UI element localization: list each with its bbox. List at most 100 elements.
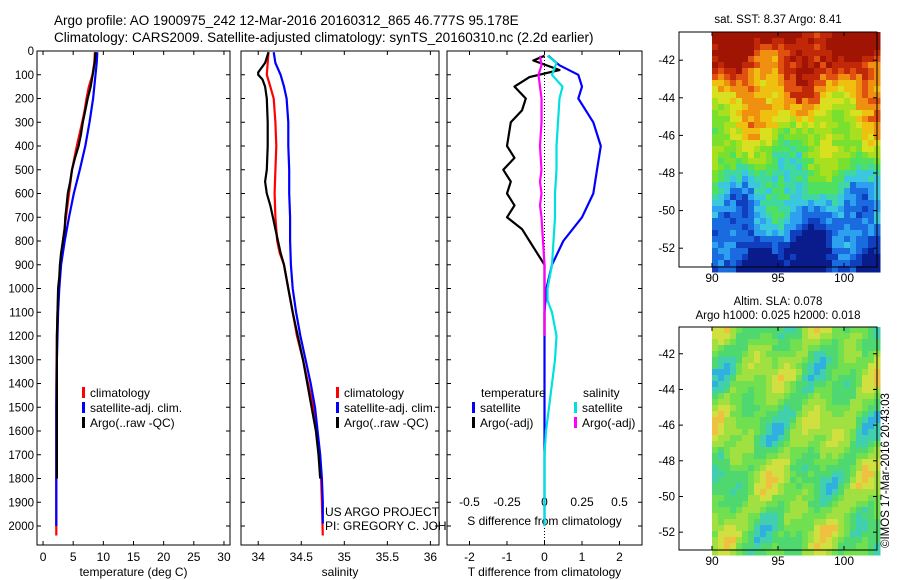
map-cell bbox=[772, 182, 779, 189]
map-cell bbox=[778, 50, 785, 57]
map-cell bbox=[832, 260, 839, 267]
map-cell bbox=[796, 152, 803, 159]
map-cell bbox=[712, 363, 719, 370]
map-cell bbox=[790, 146, 797, 153]
map-cell bbox=[856, 182, 863, 189]
map-cell bbox=[802, 32, 809, 39]
map-cell bbox=[802, 146, 809, 153]
map-cell bbox=[748, 453, 755, 460]
map-cell bbox=[832, 345, 839, 352]
map-cell bbox=[838, 459, 845, 466]
map-cell bbox=[826, 429, 833, 436]
x-tick-label: 35.5 bbox=[376, 550, 400, 564]
map-cell bbox=[868, 363, 875, 370]
map-cell bbox=[844, 375, 851, 382]
map-cell bbox=[868, 236, 875, 243]
map-cell bbox=[826, 140, 833, 147]
map-cell bbox=[724, 38, 731, 45]
map-cell bbox=[742, 260, 749, 267]
map-cell bbox=[826, 399, 833, 406]
map-cell bbox=[838, 387, 845, 394]
map-cell bbox=[778, 56, 785, 63]
map-cell bbox=[766, 441, 773, 448]
map-cell bbox=[820, 134, 827, 141]
map-cell bbox=[832, 188, 839, 195]
map-cell bbox=[814, 80, 821, 87]
map-cell bbox=[766, 152, 773, 159]
map-cell bbox=[850, 152, 857, 159]
map-cell bbox=[742, 513, 749, 520]
map-cell bbox=[784, 116, 791, 123]
map-cell bbox=[730, 86, 737, 93]
map-cell bbox=[712, 501, 719, 508]
map-cell bbox=[838, 242, 845, 249]
map-cell bbox=[778, 495, 785, 502]
map-cell bbox=[844, 248, 851, 255]
map-cell bbox=[784, 429, 791, 436]
map-cell bbox=[778, 230, 785, 237]
map-cell bbox=[802, 248, 809, 255]
y-tick-label: 800 bbox=[15, 236, 34, 248]
map-cell bbox=[802, 447, 809, 454]
map-cell bbox=[802, 212, 809, 219]
map-cell bbox=[796, 519, 803, 526]
map-cell bbox=[862, 68, 869, 75]
map-cell bbox=[850, 417, 857, 424]
map-cell bbox=[826, 489, 833, 496]
map-cell bbox=[778, 86, 785, 93]
map-cell bbox=[784, 339, 791, 346]
map-cell bbox=[748, 531, 755, 538]
map-cell bbox=[820, 531, 827, 538]
map-cell bbox=[832, 483, 839, 490]
map-cell bbox=[838, 86, 845, 93]
x-axis-label: salinity bbox=[322, 565, 359, 579]
map-cell bbox=[754, 471, 761, 478]
map-cell bbox=[724, 218, 731, 225]
map-y-tick-label: -50 bbox=[658, 491, 675, 503]
map-cell bbox=[868, 110, 875, 117]
map-cell bbox=[814, 188, 821, 195]
map-cell bbox=[766, 50, 773, 57]
map-cell bbox=[832, 381, 839, 388]
map-cell bbox=[718, 122, 725, 129]
map-cell bbox=[772, 230, 779, 237]
map-cell bbox=[736, 182, 743, 189]
map-cell bbox=[766, 495, 773, 502]
map-cell bbox=[772, 537, 779, 544]
map-cell bbox=[778, 489, 785, 496]
map-cell bbox=[748, 62, 755, 69]
x2-tick-label: 0.5 bbox=[611, 495, 628, 509]
map-cell bbox=[790, 465, 797, 472]
map-cell bbox=[730, 459, 737, 466]
map-cell bbox=[712, 525, 719, 532]
map-cell bbox=[850, 399, 857, 406]
map-cell bbox=[808, 549, 815, 556]
map-cell bbox=[814, 158, 821, 165]
map-cell bbox=[754, 188, 761, 195]
map-cell bbox=[784, 56, 791, 63]
map-cell bbox=[778, 357, 785, 364]
map-cell bbox=[736, 417, 743, 424]
map-cell bbox=[736, 441, 743, 448]
map-cell bbox=[772, 333, 779, 340]
map-cell bbox=[862, 260, 869, 267]
map-cell bbox=[712, 369, 719, 376]
map-cell bbox=[772, 459, 779, 466]
map-cell bbox=[778, 266, 785, 273]
map-cell bbox=[796, 242, 803, 249]
map-cell bbox=[790, 218, 797, 225]
map-cell bbox=[766, 333, 773, 340]
map-cell bbox=[742, 477, 749, 484]
map-cell bbox=[796, 369, 803, 376]
map-cell bbox=[718, 375, 725, 382]
series-line bbox=[502, 54, 561, 336]
map-cell bbox=[832, 236, 839, 243]
map-cell bbox=[802, 104, 809, 111]
map-cell bbox=[838, 122, 845, 129]
map-cell bbox=[736, 381, 743, 388]
map-cell bbox=[730, 122, 737, 129]
map-cell bbox=[724, 158, 731, 165]
map-cell bbox=[766, 447, 773, 454]
map-cell bbox=[850, 453, 857, 460]
map-cell bbox=[826, 423, 833, 430]
